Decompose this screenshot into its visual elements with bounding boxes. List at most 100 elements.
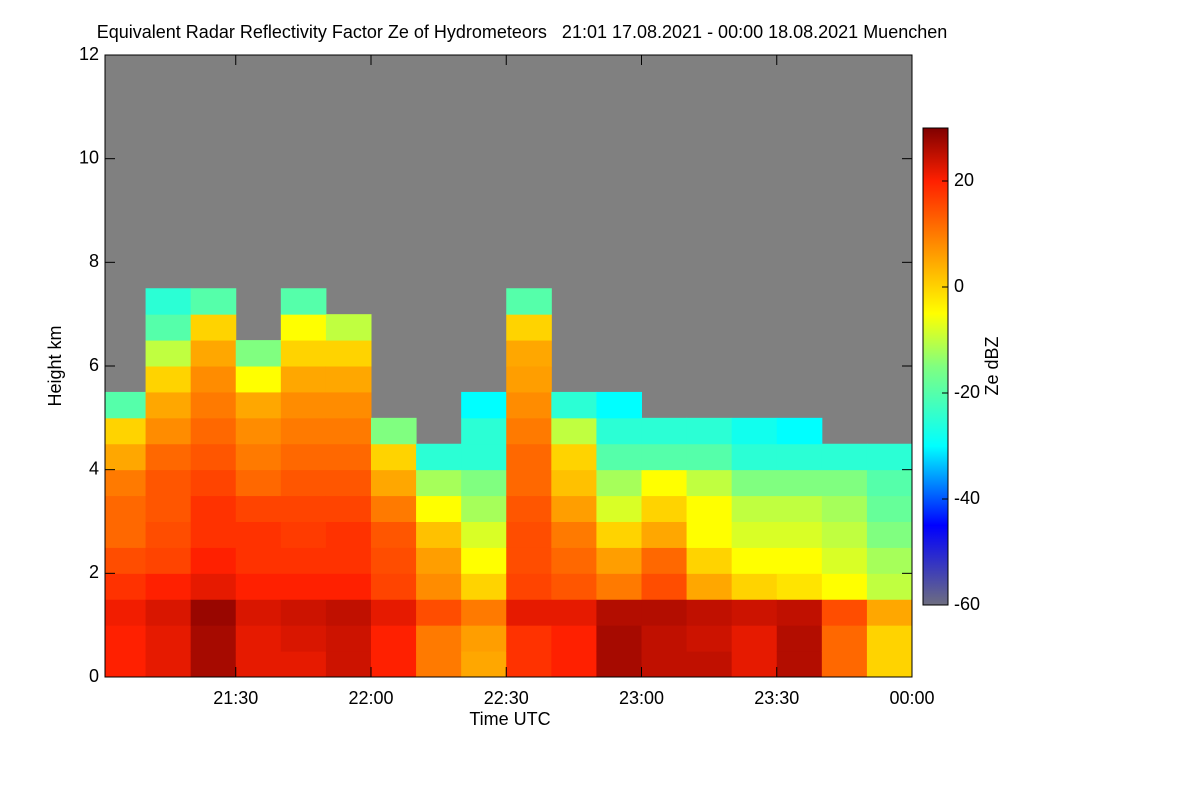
heatmap-cell <box>821 573 868 600</box>
heatmap-cell <box>461 495 507 522</box>
heatmap-cell <box>145 366 192 393</box>
x-tick-label: 23:30 <box>754 688 799 708</box>
heatmap-cell <box>145 651 192 677</box>
heatmap-cell <box>145 521 192 548</box>
heatmap-cell <box>190 547 237 574</box>
heatmap-cell <box>686 521 733 548</box>
heatmap-cell <box>506 288 552 315</box>
heatmap-cell <box>461 625 507 652</box>
heatmap-cell <box>145 547 192 574</box>
heatmap-cell <box>596 417 642 445</box>
heatmap-cell <box>190 443 237 471</box>
heatmap-cell <box>551 599 597 626</box>
heatmap-cell <box>280 340 327 367</box>
heatmap-cell <box>506 495 552 522</box>
heatmap-cell <box>105 417 147 445</box>
heatmap-cell <box>280 599 327 626</box>
heatmap-cell <box>190 391 237 419</box>
heatmap-cell <box>461 573 507 600</box>
heatmap-cell <box>325 495 372 522</box>
heatmap-cell <box>866 625 912 652</box>
heatmap-cell <box>776 521 823 548</box>
colorbar-tick-label: 0 <box>954 276 964 296</box>
y-tick-label: 0 <box>89 666 99 686</box>
heatmap-cell <box>105 651 147 677</box>
heatmap-cell <box>280 521 327 548</box>
heatmap-cell <box>461 651 507 677</box>
heatmap-cell <box>370 417 417 445</box>
heatmap-cell <box>596 599 642 626</box>
heatmap-cell <box>506 521 552 548</box>
heatmap-cell <box>145 417 192 445</box>
heatmap-cell <box>105 443 147 471</box>
heatmap-cell <box>551 495 597 522</box>
heatmap-cell <box>235 391 282 419</box>
colorbar-label: Ze dBZ <box>982 336 1002 395</box>
heatmap-cell <box>641 521 688 548</box>
heatmap-cell <box>190 366 237 393</box>
heatmap-cell <box>461 469 507 497</box>
heatmap-cell <box>190 625 237 652</box>
heatmap-cell <box>416 651 462 677</box>
heatmap-cell <box>686 443 733 471</box>
heatmap-cell <box>145 340 192 367</box>
heatmap-cell <box>866 651 912 677</box>
heatmap-cell <box>325 521 372 548</box>
heatmap-cell <box>145 443 192 471</box>
heatmap-cell <box>506 651 552 677</box>
heatmap-cell <box>190 521 237 548</box>
heatmap-cell <box>551 417 597 445</box>
heatmap-cell <box>235 573 282 600</box>
heatmap-cell <box>506 417 552 445</box>
heatmap-cell <box>506 391 552 419</box>
heatmap-cell <box>776 443 823 471</box>
heatmap-cell <box>370 547 417 574</box>
heatmap-cell <box>641 573 688 600</box>
heatmap-cell <box>325 651 372 677</box>
heatmap-cell <box>325 366 372 393</box>
heatmap-cell <box>325 391 372 419</box>
heatmap-cell <box>686 651 733 677</box>
heatmap-cell <box>461 417 507 445</box>
heatmap-cell <box>190 417 237 445</box>
heatmap-cell <box>821 469 868 497</box>
heatmap-cell <box>686 625 733 652</box>
heatmap-cell <box>596 521 642 548</box>
heatmap-cell <box>776 599 823 626</box>
heatmap-cell <box>190 340 237 367</box>
heatmap-cell <box>235 599 282 626</box>
x-tick-label: 23:00 <box>619 688 664 708</box>
heatmap-cell <box>461 391 507 419</box>
heatmap-cell <box>641 417 688 445</box>
heatmap-cell <box>596 547 642 574</box>
heatmap-cell <box>461 443 507 471</box>
heatmap-cell <box>866 547 912 574</box>
heatmap-cell <box>731 417 778 445</box>
heatmap-cell <box>821 521 868 548</box>
heatmap-cell <box>280 366 327 393</box>
heatmap-cell <box>866 495 912 522</box>
heatmap-cell <box>731 651 778 677</box>
heatmap-cell <box>731 547 778 574</box>
heatmap-cell <box>596 391 642 419</box>
colorbar <box>922 127 949 606</box>
heatmap-cell <box>461 547 507 574</box>
y-tick-label: 4 <box>89 458 99 478</box>
heatmap-cell <box>596 495 642 522</box>
heatmap-cell <box>551 469 597 497</box>
heatmap-cell <box>821 547 868 574</box>
heatmap-cell <box>325 573 372 600</box>
heatmap-cell <box>551 443 597 471</box>
heatmap-cell <box>866 443 912 471</box>
heatmap-cell <box>461 599 507 626</box>
heatmap-cell <box>190 469 237 497</box>
heatmap-cell <box>235 417 282 445</box>
heatmap-cell <box>416 521 462 548</box>
heatmap-cell <box>506 547 552 574</box>
heatmap-cell <box>190 288 237 315</box>
heatmap-cell <box>641 547 688 574</box>
heatmap-cell <box>776 651 823 677</box>
heatmap-cell <box>325 340 372 367</box>
heatmap-cell <box>641 495 688 522</box>
heatmap-cell <box>325 469 372 497</box>
